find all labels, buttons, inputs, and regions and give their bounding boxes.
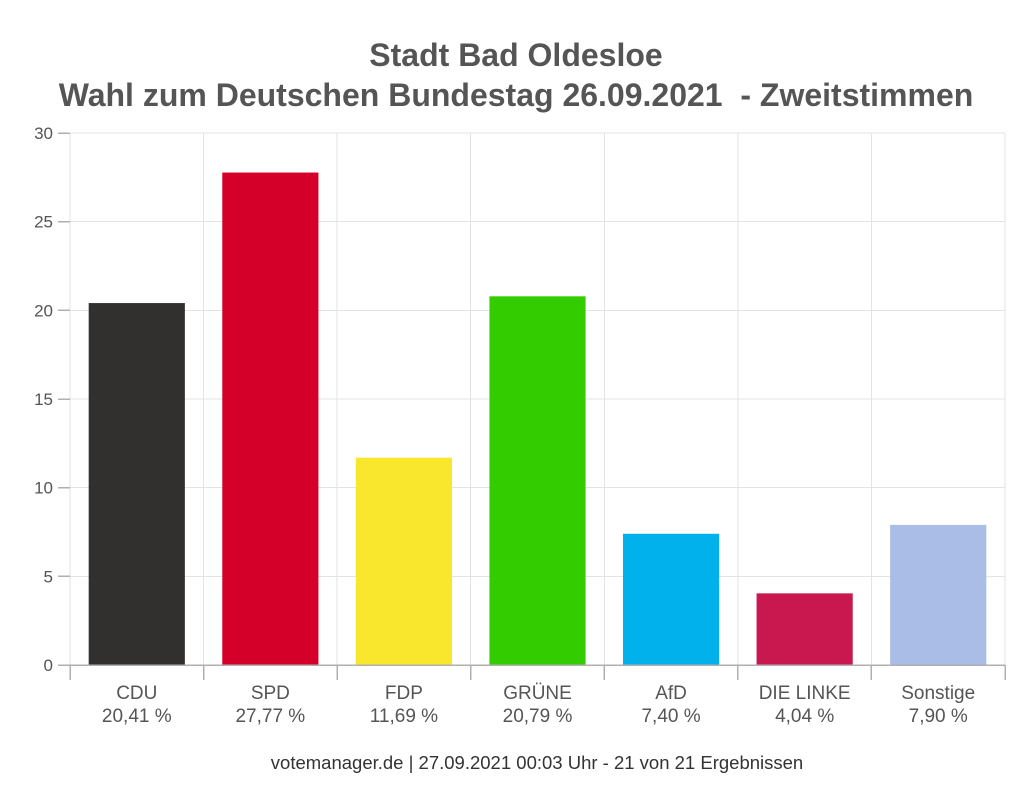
- value-label-die-linke: 4,04 %: [775, 706, 834, 727]
- value-label-afd: 7,40 %: [641, 706, 700, 727]
- chart-subtitle: Wahl zum Deutschen Bundestag 26.09.2021 …: [59, 77, 974, 113]
- bar-sonstige: [890, 524, 987, 665]
- category-label-sonstige: Sonstige: [901, 683, 975, 704]
- bars: [88, 172, 987, 665]
- chart-title: Stadt Bad Oldesloe: [369, 37, 662, 73]
- gridlines: [69, 132, 1006, 665]
- category-label-die-linke: DIE LINKE: [759, 683, 851, 704]
- category-label-fdp: FDP: [385, 683, 423, 704]
- y-tick-label: 0: [44, 656, 53, 675]
- value-label-sonstige: 7,90 %: [909, 706, 968, 727]
- bar-grune: [489, 296, 586, 665]
- category-label-cdu: CDU: [116, 683, 157, 704]
- bar-fdp: [355, 457, 453, 665]
- value-label-spd: 27,77 %: [235, 706, 305, 727]
- bar-cdu: [88, 303, 185, 665]
- y-tick-label: 30: [34, 124, 53, 143]
- bar-die-linke: [756, 593, 853, 665]
- footer-source: votemanager.de | 27.09.2021 00:03 Uhr - …: [271, 752, 803, 773]
- value-label-cdu: 20,41 %: [102, 706, 172, 727]
- category-label-spd: SPD: [251, 683, 290, 704]
- y-tick-label: 5: [44, 567, 53, 586]
- value-label-fdp: 11,69 %: [370, 706, 438, 727]
- category-label-grune: GRÜNE: [503, 683, 572, 704]
- y-tick-label: 20: [34, 301, 53, 320]
- y-tick-label: 15: [34, 390, 53, 409]
- y-tick-label: 25: [34, 213, 53, 232]
- bar-afd: [622, 533, 720, 665]
- y-axis: 0 5 10 15 20 25 30: [34, 124, 70, 675]
- value-label-grune: 20,79 %: [503, 706, 573, 727]
- y-tick-label: 10: [34, 479, 53, 498]
- category-label-afd: AfD: [655, 683, 687, 704]
- bar-spd: [222, 172, 319, 665]
